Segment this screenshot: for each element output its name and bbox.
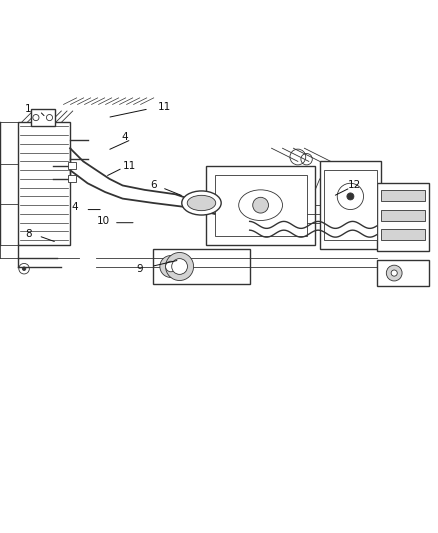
Text: 10: 10 xyxy=(96,215,110,225)
Bar xyxy=(381,209,425,221)
Circle shape xyxy=(166,253,194,280)
Ellipse shape xyxy=(239,190,283,221)
Bar xyxy=(31,109,55,126)
Text: 9: 9 xyxy=(137,264,144,273)
Circle shape xyxy=(347,193,354,200)
Circle shape xyxy=(391,270,397,276)
Bar xyxy=(324,170,377,240)
Circle shape xyxy=(386,265,402,281)
Text: 8: 8 xyxy=(25,229,32,239)
Circle shape xyxy=(160,255,182,278)
Text: 11: 11 xyxy=(123,161,136,171)
Bar xyxy=(18,122,70,245)
Text: 6: 6 xyxy=(150,181,157,190)
Text: 11: 11 xyxy=(158,102,171,111)
Circle shape xyxy=(22,267,26,270)
Ellipse shape xyxy=(187,195,216,211)
Circle shape xyxy=(172,259,187,274)
Text: 4: 4 xyxy=(71,203,78,212)
Bar xyxy=(377,260,429,286)
Ellipse shape xyxy=(182,191,221,215)
Text: 12: 12 xyxy=(348,181,361,190)
Circle shape xyxy=(253,197,268,213)
Text: 1: 1 xyxy=(25,104,32,114)
Text: 4: 4 xyxy=(121,132,128,142)
Bar xyxy=(68,162,76,169)
Circle shape xyxy=(166,261,176,272)
Bar xyxy=(320,161,381,249)
Bar xyxy=(381,190,425,201)
Bar xyxy=(381,229,425,240)
Bar xyxy=(153,249,250,284)
Bar xyxy=(68,175,76,182)
Bar xyxy=(215,174,307,236)
Bar xyxy=(206,166,315,245)
Bar xyxy=(377,183,429,251)
